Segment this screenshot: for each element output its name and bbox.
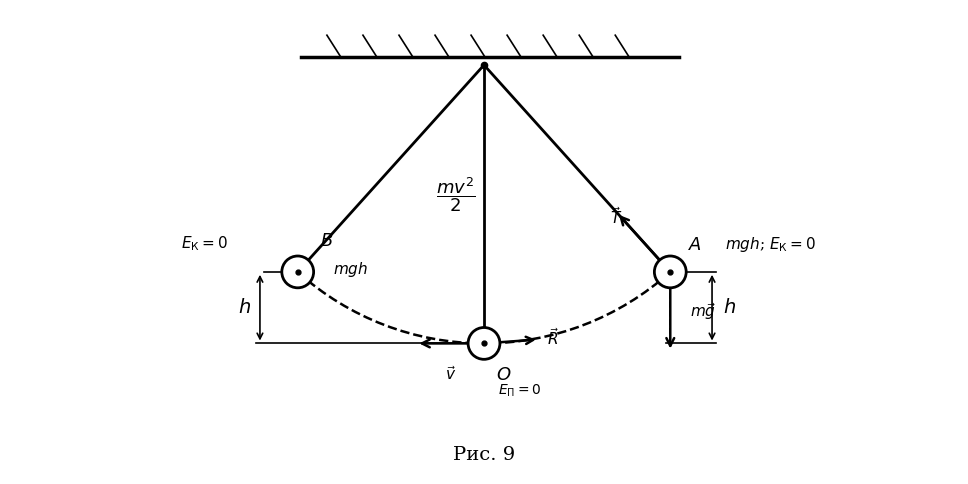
Circle shape (654, 256, 686, 288)
Text: $B$: $B$ (319, 232, 333, 250)
Circle shape (469, 328, 499, 359)
Text: $\vec{v}$: $\vec{v}$ (444, 365, 456, 383)
Text: $h$: $h$ (723, 298, 737, 317)
Text: $O$: $O$ (496, 366, 511, 384)
Text: $m\vec{g}$: $m\vec{g}$ (690, 301, 716, 322)
Text: $E_{\rm П}=0$: $E_{\rm П}=0$ (498, 383, 541, 399)
Text: $\vec{R}$: $\vec{R}$ (547, 327, 560, 348)
Text: $mgh$: $mgh$ (333, 260, 368, 279)
Text: $E_{\rm К}=0$: $E_{\rm К}=0$ (181, 235, 228, 254)
Text: Рис. 9: Рис. 9 (453, 446, 515, 464)
Text: $\dfrac{mv^2}{2}$: $\dfrac{mv^2}{2}$ (437, 175, 476, 213)
Text: $h$: $h$ (237, 298, 251, 317)
Text: $\vec{T}$: $\vec{T}$ (611, 207, 622, 227)
Text: $A$: $A$ (688, 236, 702, 254)
Circle shape (282, 256, 314, 288)
Text: $mgh$; $E_{\rm К}=0$: $mgh$; $E_{\rm К}=0$ (725, 235, 816, 254)
